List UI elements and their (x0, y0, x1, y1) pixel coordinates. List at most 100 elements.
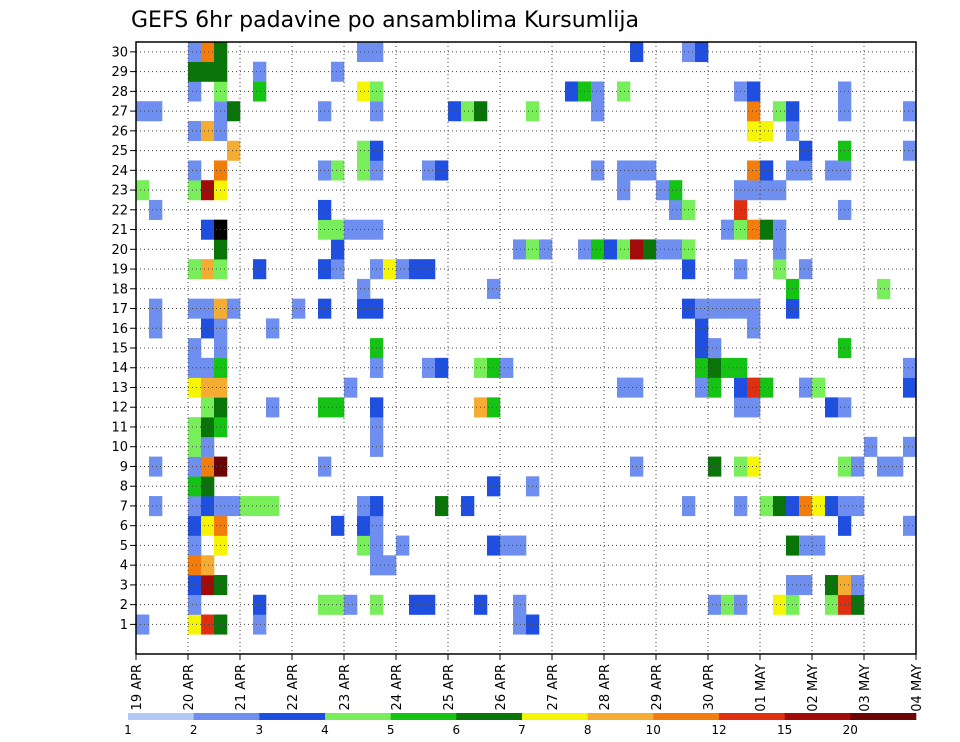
colorbar-label: 6 (452, 723, 460, 737)
y-tick-label: 18 (111, 282, 128, 297)
heatmap-cell (747, 101, 761, 122)
heatmap-cell (903, 101, 917, 122)
heatmap-cell (513, 535, 527, 556)
heatmap-cell (695, 318, 709, 339)
x-tick-label: 24 APR (390, 664, 405, 710)
colorbar-swatch (456, 713, 523, 720)
heatmap-cell (773, 101, 787, 122)
heatmap-cell (201, 515, 215, 536)
heatmap-cell (617, 180, 631, 201)
heatmap-cell (721, 357, 735, 378)
heatmap-cell (513, 594, 527, 615)
heatmap-cell (188, 535, 202, 556)
heatmap-cell (201, 377, 215, 398)
heatmap-cell (201, 180, 215, 201)
colorbar-swatch (719, 713, 785, 720)
heatmap-cell (604, 239, 618, 260)
heatmap-cell (149, 298, 163, 319)
heatmap-cell (864, 436, 878, 457)
heatmap-cell (708, 377, 722, 398)
heatmap-cell (708, 456, 722, 477)
heatmap-cell (357, 42, 371, 63)
heatmap-cell (708, 594, 722, 615)
heatmap-cell (357, 515, 371, 536)
y-tick-label: 13 (111, 381, 128, 396)
heatmap-cell (825, 575, 839, 596)
heatmap-cell (149, 199, 163, 220)
heatmap-cell (396, 259, 410, 280)
heatmap-cell (344, 377, 358, 398)
heatmap-cell (240, 496, 254, 517)
heatmap-cells (136, 42, 917, 635)
y-tick-label: 10 (111, 440, 128, 455)
heatmap-cell (747, 318, 761, 339)
colorbar-swatch (784, 713, 851, 720)
x-tick-label: 04 MAY (910, 664, 925, 712)
heatmap-cell (799, 160, 813, 181)
heatmap-cell (253, 61, 267, 82)
y-tick-label: 9 (120, 460, 128, 475)
colorbar-swatch (325, 713, 391, 720)
y-tick-label: 12 (111, 401, 128, 416)
heatmap-cell (760, 219, 774, 240)
heatmap-cell (617, 81, 631, 102)
colorbar-label: 20 (843, 723, 858, 737)
heatmap-cell (539, 239, 553, 260)
y-tick-label: 25 (111, 144, 128, 159)
heatmap-cell (201, 397, 215, 418)
heatmap-cell (903, 515, 917, 536)
heatmap-cell (292, 298, 306, 319)
heatmap-cell (487, 278, 501, 299)
x-tick-label: 30 APR (702, 664, 717, 710)
heatmap-cell (812, 496, 826, 517)
heatmap-cell (149, 318, 163, 339)
heatmap-cell (721, 219, 735, 240)
heatmap-cell (461, 496, 475, 517)
y-tick-label: 6 (120, 519, 128, 534)
heatmap-cell (136, 180, 150, 201)
y-tick-label: 30 (111, 45, 128, 60)
heatmap-cell (656, 239, 670, 260)
heatmap-cell (201, 575, 215, 596)
heatmap-cell (253, 81, 267, 102)
heatmap-cell (188, 594, 202, 615)
y-tick-label: 15 (111, 342, 128, 357)
heatmap-cell (695, 357, 709, 378)
x-tick-label: 19 APR (130, 664, 145, 710)
heatmap-cell (825, 594, 839, 615)
heatmap-cell (188, 160, 202, 181)
heatmap-cell (461, 101, 475, 122)
heatmap-cell (825, 160, 839, 181)
heatmap-cell (201, 298, 215, 319)
heatmap-cell (799, 377, 813, 398)
x-axis: 19 APR 20 APR 21 APR 22 APR 23 APR 24 APR 25 A… (130, 654, 925, 712)
heatmap-cell (201, 614, 215, 635)
x-tick-label: 23 APR (338, 664, 353, 710)
heatmap-cell (825, 496, 839, 517)
y-tick-label: 27 (111, 105, 128, 120)
heatmap-cell (903, 436, 917, 457)
heatmap-cell (188, 496, 202, 517)
y-tick-label: 2 (120, 598, 128, 613)
y-tick-label: 14 (111, 361, 128, 376)
heatmap-cell (877, 456, 891, 477)
heatmap-cell (851, 575, 865, 596)
heatmap-cell (188, 120, 202, 142)
heatmap-cell (760, 160, 774, 181)
heatmap-cell (344, 594, 358, 615)
heatmap-cell (747, 298, 761, 319)
heatmap-cell (188, 81, 202, 102)
heatmap-cell (188, 436, 202, 457)
heatmap-cell (773, 496, 787, 517)
heatmap-cell (435, 496, 449, 517)
heatmap-cell (747, 120, 761, 142)
heatmap-cell (201, 219, 215, 240)
x-tick-label: 21 APR (234, 664, 249, 710)
heatmap-cell (643, 239, 657, 260)
heatmap-cell (201, 318, 215, 339)
heatmap-cell (773, 180, 787, 201)
heatmap-cell (669, 199, 683, 220)
heatmap-cell (409, 594, 423, 615)
x-tick-label: 03 MAY (858, 664, 873, 712)
